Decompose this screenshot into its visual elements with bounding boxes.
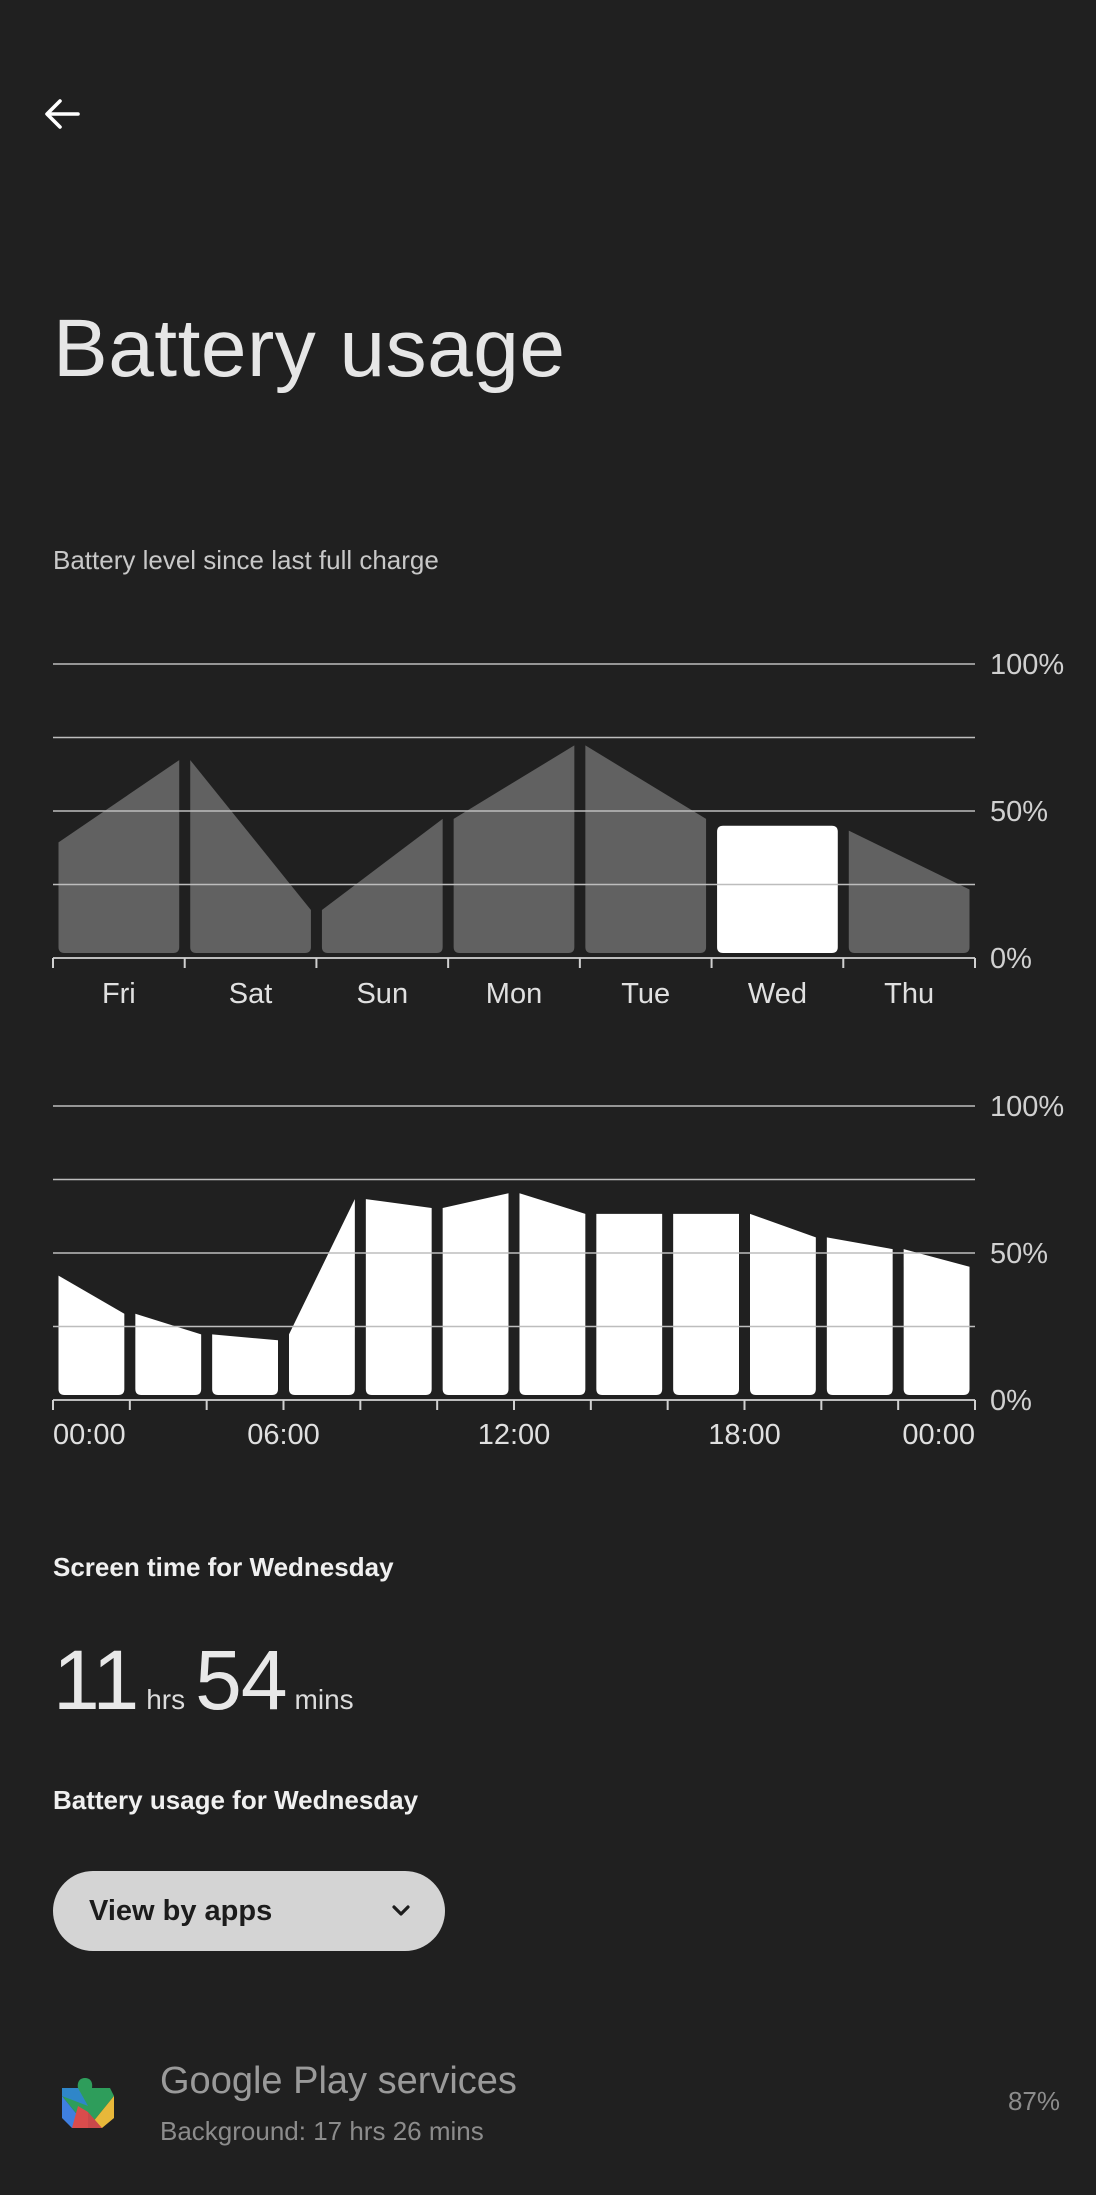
y-tick-label: 0% <box>990 943 1032 975</box>
app-background-time: Background: 17 hrs 26 mins <box>160 2116 484 2146</box>
x-tick-label: 00:00 <box>902 1419 975 1451</box>
y-tick-label: 50% <box>990 796 1048 828</box>
hourly-bar <box>596 1213 663 1395</box>
app-list-item[interactable]: Google Play services Background: 17 hrs … <box>0 2040 1096 2180</box>
daily-bar <box>321 818 443 953</box>
app-battery-percent: 87% <box>1007 2086 1060 2116</box>
hourly-battery-chart[interactable]: 100% 50% 0% 00:00 06:00 12:00 18:00 00:00 <box>0 1065 1096 1475</box>
daily-battery-chart[interactable]: 100% 50% 0% Fri Sat Sun Mon Tue Wed Thu <box>0 610 1096 1030</box>
x-tick-label: Mon <box>486 978 542 1010</box>
screen-time-minutes: 54 <box>195 1633 287 1727</box>
y-tick-label: 50% <box>990 1238 1048 1270</box>
hourly-bar <box>519 1193 586 1395</box>
x-tick-label: Thu <box>884 978 934 1010</box>
daily-bar <box>453 745 575 953</box>
daily-bar <box>717 825 838 953</box>
x-tick-label: Sat <box>229 978 273 1010</box>
x-tick-label: 06:00 <box>247 1419 320 1451</box>
daily-bar <box>58 760 180 953</box>
x-tick-label: Fri <box>102 978 136 1010</box>
hourly-bar <box>750 1213 816 1395</box>
screen-time-value: 11 hrs 54 mins <box>53 1632 364 1729</box>
hourly-bar <box>673 1213 739 1395</box>
page-title: Battery usage <box>53 303 566 394</box>
hourly-bar <box>442 1193 509 1395</box>
arrow-back-icon <box>45 99 80 129</box>
x-tick-label: 12:00 <box>478 1419 551 1451</box>
screen-time-hours: 11 <box>53 1633 139 1727</box>
daily-bar <box>585 745 707 953</box>
google-play-services-icon <box>62 2078 114 2128</box>
chevron-down-icon <box>392 1905 410 1916</box>
battery-usage-day-label: Battery usage for Wednesday <box>53 1785 419 1815</box>
y-tick-label: 0% <box>990 1385 1032 1417</box>
battery-level-label: Battery level since last full charge <box>53 545 439 575</box>
x-tick-label: Wed <box>748 978 807 1010</box>
hourly-bar <box>135 1313 202 1395</box>
hourly-bars <box>58 1193 970 1395</box>
daily-bar <box>190 760 311 953</box>
hourly-bar <box>365 1199 432 1395</box>
hourly-bar <box>903 1249 970 1395</box>
hourly-bar <box>58 1275 125 1395</box>
screen-time-minutes-unit: mins <box>294 1684 354 1715</box>
x-tick-label: 18:00 <box>708 1419 781 1451</box>
x-tick-label: 00:00 <box>53 1419 126 1451</box>
view-by-apps-dropdown[interactable]: View by apps <box>53 1871 445 1951</box>
x-tick-label: Tue <box>621 978 670 1010</box>
hourly-bar <box>826 1237 893 1395</box>
daily-bar <box>848 830 970 953</box>
hourly-bar <box>289 1199 355 1395</box>
hourly-bar <box>212 1334 278 1395</box>
y-tick-label: 100% <box>990 649 1064 681</box>
daily-bars <box>58 745 970 953</box>
screen-time-label: Screen time for Wednesday <box>53 1552 394 1582</box>
y-tick-label: 100% <box>990 1091 1064 1123</box>
view-select-label: View by apps <box>89 1894 273 1927</box>
x-tick-label: Sun <box>356 978 408 1010</box>
back-button[interactable] <box>32 84 92 144</box>
app-name: Google Play services <box>160 2060 517 2102</box>
screen-time-hours-unit: hrs <box>146 1684 186 1715</box>
